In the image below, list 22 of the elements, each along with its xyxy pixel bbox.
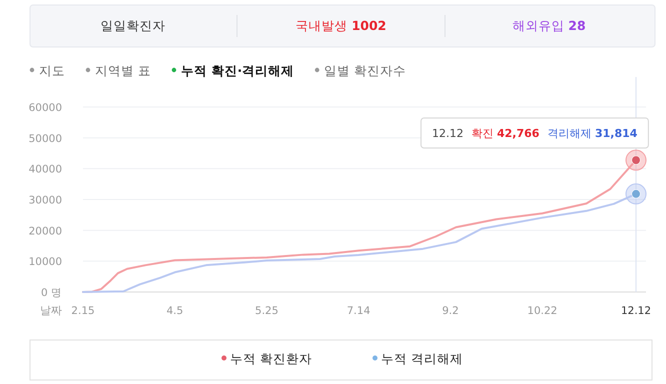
- annotation: 격리해제 31,814: [547, 127, 638, 140]
- legend-label: 누적 확진환자: [230, 351, 312, 366]
- y-tick-label: 40000: [28, 164, 62, 176]
- y-tick-label: 30000: [28, 194, 62, 206]
- x-axis-title: 날짜: [40, 304, 62, 317]
- y-tick-label: 60000: [28, 102, 62, 114]
- x-tick-label: 4.5: [166, 305, 184, 317]
- tabs: 지도 지역별 표 누적 확진·격리해제 일별 확진자수: [30, 63, 406, 78]
- y-tick-label: 0 명: [40, 287, 62, 299]
- annotation: 12.12: [432, 127, 464, 140]
- y-tick-label: 20000: [28, 225, 62, 238]
- x-tick-label: 5.25: [255, 305, 278, 317]
- x-tick-label: 12.12: [620, 305, 652, 317]
- legend-label: 누적 격리해제: [381, 351, 463, 366]
- y-tick-label: 50000: [28, 132, 62, 145]
- x-tick-label: 10.22: [527, 305, 558, 317]
- y-tick-label: 10000: [28, 256, 62, 268]
- header: 일일확진자 국내발생 1002 해외유입 28: [30, 4, 656, 48]
- annotation: 확진 42,766: [472, 127, 540, 140]
- x-tick-label: 7.14: [346, 305, 371, 317]
- x-tick-label: 9.2: [442, 305, 459, 317]
- x-tick-label: 2.15: [71, 305, 95, 317]
